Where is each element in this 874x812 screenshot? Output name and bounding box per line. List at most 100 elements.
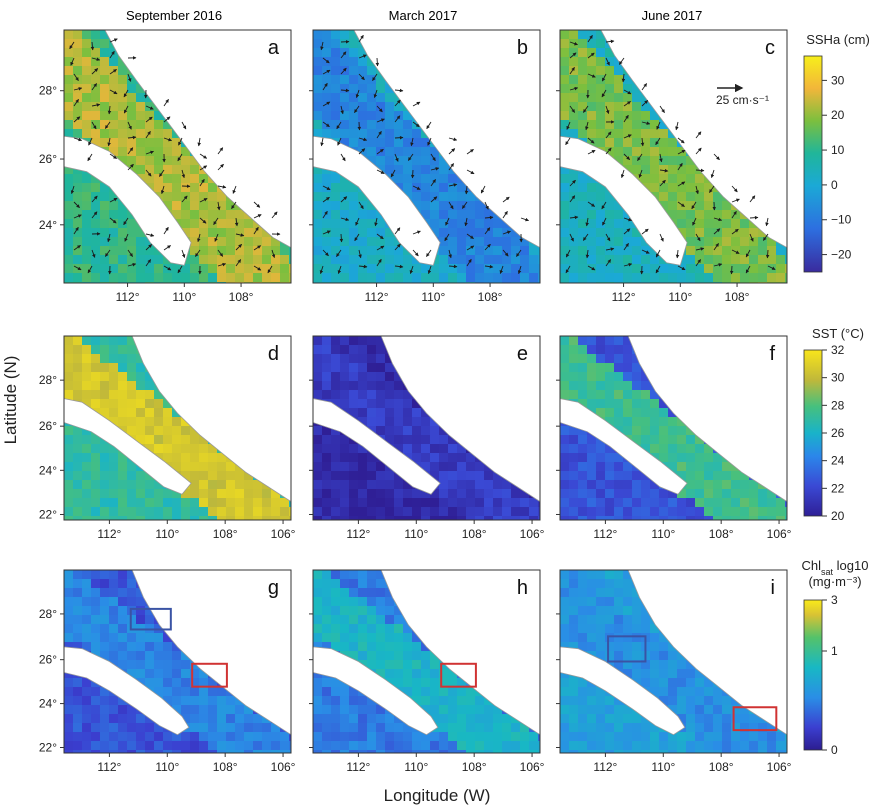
velocity-arrow — [410, 137, 414, 147]
heatmap-cell — [289, 516, 292, 521]
heatmap-cell — [430, 426, 440, 436]
heatmap-cell — [614, 138, 624, 148]
heatmap-cell — [226, 219, 236, 229]
heatmap-cell — [493, 264, 503, 274]
velocity-arrow — [109, 69, 117, 75]
heatmap-cell — [163, 120, 173, 130]
heatmap-cell — [340, 273, 350, 283]
heatmap-cell — [64, 705, 74, 715]
heatmap-cell — [457, 264, 467, 274]
heatmap-cell — [127, 723, 137, 733]
heatmap-cell — [64, 165, 74, 175]
heatmap-cell — [457, 192, 467, 202]
heatmap-cell — [331, 210, 341, 220]
heatmap-cell — [313, 102, 323, 112]
heatmap-cell — [403, 435, 413, 445]
heatmap-cell — [448, 237, 458, 247]
velocity-arrow — [197, 137, 201, 147]
heatmap-cell — [475, 219, 485, 229]
heatmap-cell — [199, 174, 209, 184]
heatmap-cell — [136, 651, 146, 661]
heatmap-cell — [199, 732, 209, 742]
heatmap-cell — [289, 246, 292, 256]
heatmap-cell — [677, 489, 687, 499]
heatmap-cell — [253, 228, 263, 238]
heatmap-cell — [322, 498, 332, 508]
heatmap-cell — [385, 399, 395, 409]
heatmap-cell — [349, 228, 359, 238]
heatmap-cell — [578, 192, 588, 202]
heatmap-cell — [668, 210, 678, 220]
heatmap-cell — [376, 156, 386, 166]
heatmap-cell — [596, 372, 606, 382]
heatmap-cell — [154, 399, 164, 409]
heatmap-cell — [181, 192, 191, 202]
heatmap-cell — [560, 93, 570, 103]
heatmap-cell — [226, 723, 236, 733]
heatmap-cell — [713, 210, 723, 220]
heatmap-cell — [502, 246, 512, 256]
heatmap-cell — [127, 246, 137, 256]
heatmap-cell — [163, 399, 173, 409]
heatmap-cell — [253, 273, 263, 283]
heatmap-cell — [73, 597, 83, 607]
heatmap-cell — [614, 120, 624, 130]
heatmap-cell — [313, 84, 323, 94]
heatmap-cell — [64, 732, 74, 742]
velocity-arrow — [145, 150, 154, 155]
heatmap-cell — [181, 741, 191, 751]
heatmap-cell — [82, 66, 92, 76]
heatmap-cell — [322, 174, 332, 184]
heatmap-cell — [367, 201, 377, 211]
heatmap-cell — [430, 201, 440, 211]
velocity-arrow — [394, 243, 401, 251]
heatmap-cell — [100, 399, 110, 409]
heatmap-cell — [695, 255, 705, 265]
heatmap-cell — [722, 210, 732, 220]
heatmap-cell — [253, 480, 263, 490]
heatmap-cell — [659, 174, 669, 184]
heatmap-cell — [686, 210, 696, 220]
heatmap-cell — [587, 48, 597, 58]
heatmap-cell — [659, 507, 669, 517]
heatmap-cell — [650, 147, 660, 157]
heatmap-cell — [623, 354, 633, 364]
heatmap-cell — [785, 264, 788, 274]
heatmap-cell — [349, 273, 359, 283]
heatmap-cell — [650, 399, 660, 409]
velocity-arrow — [109, 89, 118, 95]
heatmap-cell — [623, 507, 633, 517]
heatmap-cell — [605, 336, 615, 346]
heatmap-cell — [136, 228, 146, 238]
heatmap-cell — [145, 651, 155, 661]
velocity-arrow — [731, 210, 737, 219]
heatmap-cell — [64, 390, 74, 400]
heatmap-cell — [163, 183, 173, 193]
heatmap-cell — [614, 147, 624, 157]
heatmap-cell — [349, 255, 359, 265]
heatmap-cell — [100, 201, 110, 211]
heatmap-cell — [596, 480, 606, 490]
heatmap-cell — [596, 345, 606, 355]
heatmap-cell — [82, 264, 92, 274]
heatmap-cell — [686, 219, 696, 229]
heatmap-cell — [686, 462, 696, 472]
heatmap-cell — [136, 372, 146, 382]
velocity-arrow — [322, 196, 330, 203]
velocity-arrow — [466, 169, 475, 175]
heatmap-cell — [271, 723, 281, 733]
heatmap-cell — [118, 624, 128, 634]
baja-peninsula-land — [63, 135, 192, 266]
heatmap-cell — [367, 75, 377, 85]
heatmap-cell — [226, 696, 236, 706]
heatmap-cell — [614, 246, 624, 256]
velocity-arrow — [127, 163, 134, 171]
heatmap-cell — [100, 408, 110, 418]
heatmap-cell — [349, 588, 359, 598]
heatmap-cell — [244, 255, 254, 265]
heatmap-cell — [109, 219, 119, 229]
heatmap-cell — [632, 84, 642, 94]
heatmap-cell — [349, 120, 359, 130]
velocity-arrow — [466, 258, 472, 267]
